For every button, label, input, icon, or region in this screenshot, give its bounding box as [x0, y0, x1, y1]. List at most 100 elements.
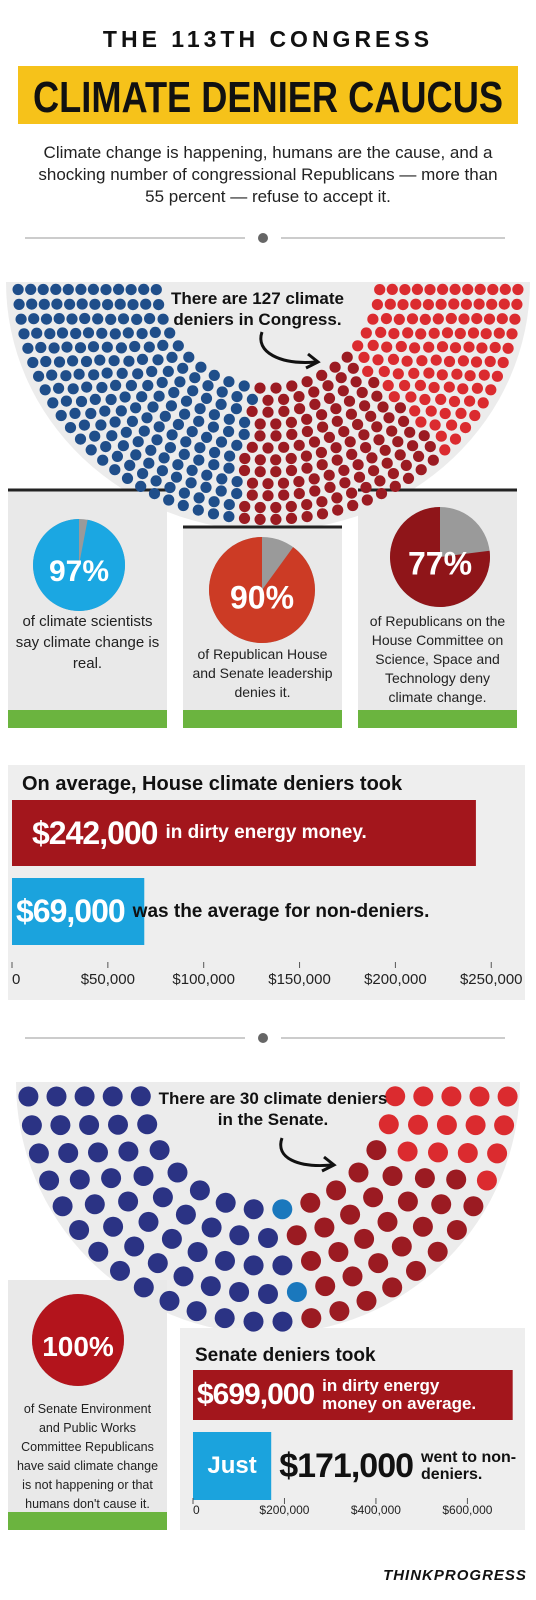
seat-dot [368, 1253, 389, 1274]
seat-dot [22, 342, 34, 354]
seat-dot [153, 390, 165, 402]
seat-dot [367, 339, 379, 351]
seat-dot [33, 370, 45, 382]
seat-dot [356, 1290, 377, 1311]
seat-dot [28, 313, 40, 325]
seat-dot [464, 370, 476, 382]
seat-dot [118, 1141, 139, 1162]
seat-dot [270, 454, 282, 466]
seat-dot [286, 380, 298, 392]
arrow-head [321, 1155, 337, 1173]
seat-dot [193, 415, 205, 427]
seat-dot [172, 459, 184, 471]
seat-dot [223, 510, 235, 523]
seat-dot [172, 340, 184, 352]
seat-dot [40, 355, 52, 368]
seat-dot [69, 1220, 90, 1240]
seat-dot [301, 499, 313, 511]
seat-dot [88, 1142, 108, 1163]
seat-dot [108, 355, 120, 367]
seat-dot [272, 1255, 293, 1276]
seat-dot [293, 439, 305, 451]
seat-dot [167, 1162, 188, 1183]
seat-dot [441, 1086, 462, 1107]
value-label: $242,000 [32, 814, 158, 851]
seat-dot [258, 1284, 278, 1304]
seat-dot [185, 477, 197, 489]
seat-dot [359, 400, 371, 412]
seat-dot [223, 462, 235, 474]
seat-dot [178, 448, 190, 460]
seat-dot [457, 383, 469, 395]
seat-dot [223, 413, 235, 425]
seat-dot [435, 430, 447, 442]
seat-dot [458, 313, 470, 325]
title-banner [18, 66, 518, 124]
seat-dot [96, 327, 108, 339]
seat-dot [398, 415, 410, 427]
seat-dot [278, 489, 290, 501]
seat-dot [315, 1276, 336, 1297]
seat-dot [358, 429, 370, 441]
seat-dot [347, 499, 359, 512]
seat-dot [446, 1169, 467, 1190]
seat-dot [394, 449, 406, 461]
seat-dot [309, 485, 321, 497]
seat-dot [138, 1211, 159, 1232]
seat-dot [506, 328, 518, 340]
seat-dot [153, 299, 165, 311]
seat-dot [73, 368, 85, 380]
seat-dot [270, 430, 282, 442]
seat-dot [428, 381, 440, 394]
seat-dot [331, 454, 343, 466]
seat-dot [76, 298, 88, 310]
seat-dot [50, 1115, 71, 1136]
seat-dot [301, 413, 313, 425]
seat-dot [419, 313, 431, 325]
seat-dot [331, 415, 343, 427]
seat-dot [322, 380, 334, 392]
seat-dot [342, 1266, 363, 1287]
seat-dot [258, 1228, 278, 1248]
annotation: There are 30 climate deniers in the Sena… [158, 1089, 388, 1129]
seat-dot [180, 436, 192, 448]
seat-dot [138, 425, 150, 437]
seat-dot [82, 327, 95, 339]
seat-dot [40, 313, 53, 325]
seat-dot [79, 312, 91, 325]
seat-dot [511, 298, 523, 310]
seat-dot [208, 496, 220, 508]
seat-dot [124, 459, 136, 471]
seat-dot [60, 370, 72, 382]
seat-dot [315, 446, 327, 459]
seat-dot [469, 1086, 490, 1107]
seat-dot [164, 442, 176, 454]
seat-dot [413, 450, 425, 462]
seat-dot [109, 328, 121, 340]
seat-dot [99, 405, 111, 417]
seat-dot [352, 418, 364, 431]
seat-dot [103, 1216, 124, 1237]
seat-dot [142, 379, 154, 392]
seat-dot [157, 313, 169, 325]
bar [12, 878, 145, 945]
seat-dot [87, 283, 99, 295]
seat-dot [78, 419, 90, 431]
seat-dot [147, 1253, 168, 1274]
seat-dot [149, 1140, 170, 1161]
seat-dot [74, 1086, 95, 1107]
seat-dot [13, 298, 25, 310]
seat-dot [385, 1086, 406, 1107]
panel-footer [358, 710, 517, 728]
seat-dot [436, 1115, 457, 1135]
panel-footer [8, 1512, 167, 1530]
seat-dot [150, 284, 162, 296]
seat-dot [117, 313, 130, 325]
seat-dot [427, 454, 439, 466]
seat-dot [166, 351, 178, 363]
seat-dot [125, 379, 137, 392]
seat-dot [424, 284, 436, 296]
seat-dot [89, 430, 101, 442]
seat-dot [419, 393, 431, 406]
seat-dot [423, 367, 435, 379]
